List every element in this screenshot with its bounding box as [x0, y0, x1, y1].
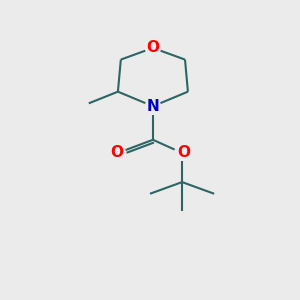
Text: N: N — [146, 99, 159, 114]
Text: O: O — [146, 40, 159, 56]
Text: O: O — [110, 146, 123, 160]
Text: O: O — [177, 146, 190, 160]
